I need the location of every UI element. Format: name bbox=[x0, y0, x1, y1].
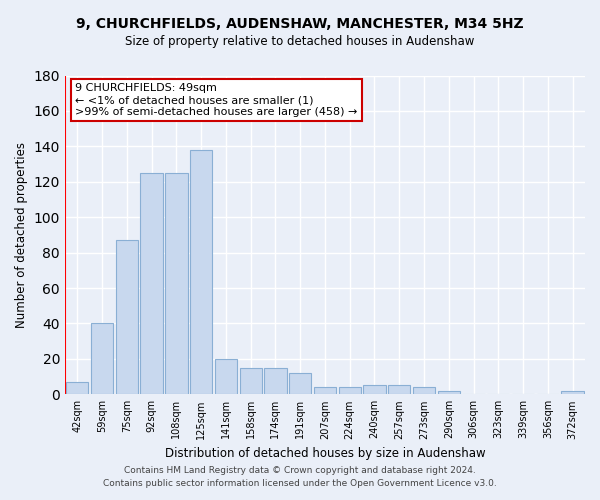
Text: 9, CHURCHFIELDS, AUDENSHAW, MANCHESTER, M34 5HZ: 9, CHURCHFIELDS, AUDENSHAW, MANCHESTER, … bbox=[76, 18, 524, 32]
Bar bbox=[289, 373, 311, 394]
Text: 9 CHURCHFIELDS: 49sqm
← <1% of detached houses are smaller (1)
>99% of semi-deta: 9 CHURCHFIELDS: 49sqm ← <1% of detached … bbox=[76, 84, 358, 116]
Bar bbox=[388, 386, 410, 394]
Bar bbox=[562, 391, 584, 394]
Bar bbox=[116, 240, 138, 394]
Bar bbox=[239, 368, 262, 394]
Bar bbox=[437, 391, 460, 394]
Bar bbox=[190, 150, 212, 394]
Bar bbox=[140, 173, 163, 394]
Bar bbox=[338, 387, 361, 394]
Text: Size of property relative to detached houses in Audenshaw: Size of property relative to detached ho… bbox=[125, 35, 475, 48]
X-axis label: Distribution of detached houses by size in Audenshaw: Distribution of detached houses by size … bbox=[164, 447, 485, 460]
Bar bbox=[215, 359, 237, 394]
Bar bbox=[364, 386, 386, 394]
Bar bbox=[91, 324, 113, 394]
Bar bbox=[165, 173, 188, 394]
Bar bbox=[314, 387, 336, 394]
Bar bbox=[264, 368, 287, 394]
Y-axis label: Number of detached properties: Number of detached properties bbox=[15, 142, 28, 328]
Bar bbox=[66, 382, 88, 394]
Bar bbox=[413, 387, 435, 394]
Text: Contains HM Land Registry data © Crown copyright and database right 2024.
Contai: Contains HM Land Registry data © Crown c… bbox=[103, 466, 497, 487]
